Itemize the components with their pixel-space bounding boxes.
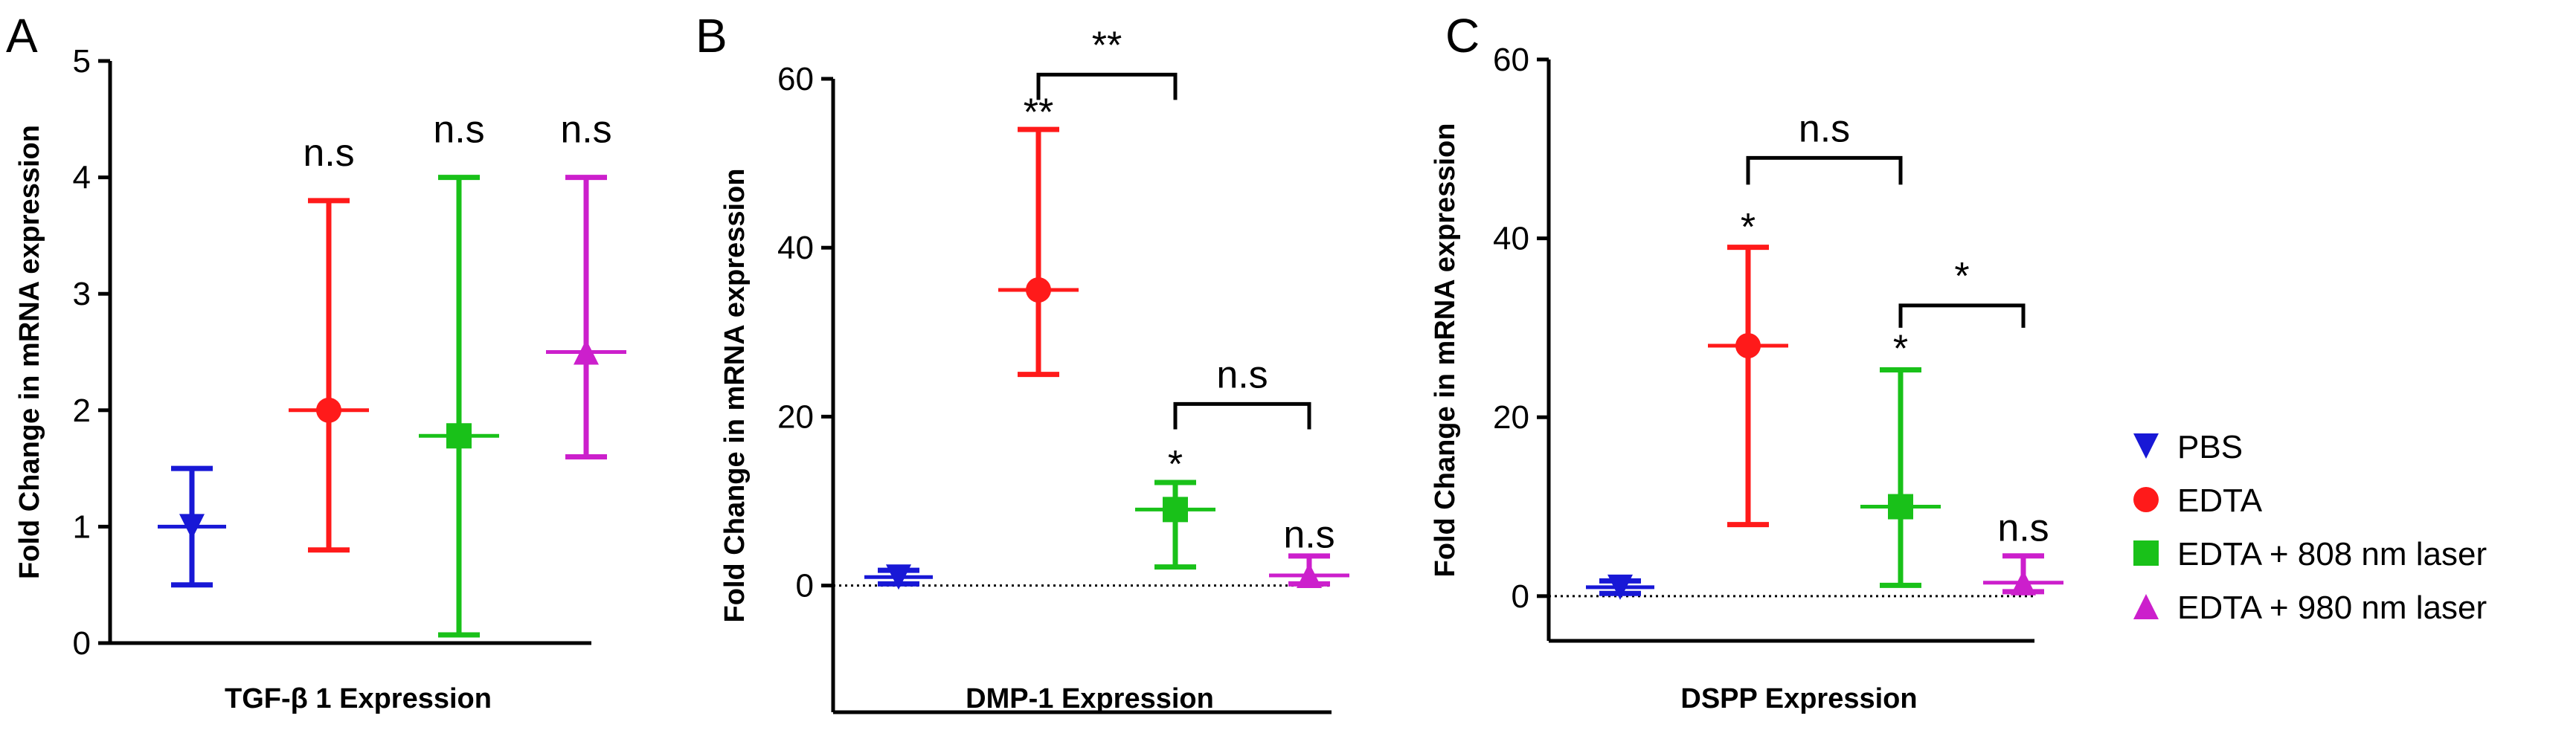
y-tick-label: 1 [73, 509, 91, 545]
panel-b: B 0 20 40 60 Fold Change in mRNA expression DM… [696, 9, 1349, 714]
mean-marker [1607, 574, 1633, 600]
data-point-pbs [158, 465, 226, 588]
data-point-edta-980-nm-laser [1269, 553, 1349, 588]
mean-marker [1026, 277, 1051, 303]
y-tick-label: 40 [777, 230, 814, 266]
significance-label: n.s [303, 132, 354, 175]
y-tick-label: 0 [1512, 578, 1529, 615]
mean-marker [1297, 562, 1322, 588]
data-point-edta-808-nm-laser [1860, 367, 1941, 588]
data-point-edta-808-nm-laser [1135, 480, 1215, 570]
data-point-pbs [1586, 574, 1654, 600]
legend-label: EDTA [2177, 482, 2263, 519]
data-point-edta [289, 198, 369, 553]
y-tick-label: 5 [73, 43, 91, 80]
legend-marker [2133, 487, 2159, 512]
x-axis-label: DMP-1 Expression [966, 683, 1214, 714]
mean-marker [316, 397, 341, 423]
comparison-bracket [1746, 155, 1903, 185]
y-tick-label: 20 [777, 398, 814, 435]
legend-item: PBS [2133, 429, 2243, 465]
significance-label: n.s [433, 109, 484, 152]
y-tick-label: 0 [73, 625, 91, 662]
legend-marker [2133, 433, 2159, 459]
legend-item: EDTA + 980 nm laser [2133, 590, 2487, 626]
comparison-label: n.s [1216, 353, 1268, 396]
legend-label: EDTA + 980 nm laser [2177, 590, 2487, 626]
significance-label: * [1741, 206, 1756, 249]
significance-label: * [1168, 443, 1183, 486]
y-axis-label: Fold Change in mRNA expression [14, 125, 45, 579]
mean-marker [1163, 497, 1188, 523]
mean-marker [1735, 332, 1761, 358]
significance-label: n.s [1283, 513, 1334, 556]
y-tick-label: 20 [1493, 399, 1529, 436]
legend-label: PBS [2177, 429, 2243, 465]
mean-marker [1888, 494, 1913, 520]
comparison-label: * [1954, 255, 1969, 298]
mean-marker [179, 514, 205, 540]
comparison-bracket [1036, 72, 1178, 100]
panel-letter: B [696, 9, 727, 62]
y-tick-label: 60 [1493, 42, 1529, 78]
comparison-bracket [1898, 303, 2026, 328]
mean-marker [886, 564, 911, 590]
significance-label: n.s [560, 109, 611, 152]
y-tick-label: 0 [796, 568, 814, 604]
comparison-label: ** [1092, 24, 1122, 67]
legend-item: EDTA + 808 nm laser [2133, 536, 2487, 572]
data-point-edta-980-nm-laser [1983, 553, 2063, 595]
x-axis-label: TGF-β 1 Expression [225, 683, 492, 714]
comparison-bracket [1173, 401, 1311, 430]
y-axis-label: Fold Change in mRNA expression [1430, 123, 1461, 578]
data-point-edta [1708, 245, 1788, 528]
legend-marker [2133, 540, 2159, 566]
y-tick-label: 4 [73, 160, 91, 196]
y-tick-label: 3 [73, 276, 91, 312]
data-point-pbs [864, 564, 933, 590]
mean-marker [574, 339, 599, 365]
legend: PBS EDTA EDTA + 808 nm laser EDTA + 980 nm … [2133, 429, 2487, 626]
data-point-edta-808-nm-laser [419, 175, 499, 638]
panel-letter: C [1445, 9, 1480, 62]
significance-label: * [1893, 328, 1908, 371]
y-axis-label: Fold Change in mRNA expression [719, 169, 751, 623]
y-tick-label: 40 [1493, 221, 1529, 257]
data-point-edta-980-nm-laser [546, 175, 626, 459]
y-tick-label: 2 [73, 393, 91, 429]
legend-marker [2133, 594, 2159, 619]
y-tick-label: 60 [777, 61, 814, 97]
mean-marker [446, 423, 472, 449]
panel-a: A 0 1 2 3 4 5 Fold Change in mRNA expression TGF… [6, 9, 626, 714]
comparison-label: n.s [1799, 107, 1850, 150]
legend-label: EDTA + 808 nm laser [2177, 536, 2487, 572]
data-point-edta [998, 126, 1079, 378]
x-axis-label: DSPP Expression [1680, 683, 1917, 714]
legend-item: EDTA [2133, 482, 2263, 519]
panel-letter: A [6, 9, 38, 62]
panel-c: C 0 20 40 60 Fold Change in mRNA expression DS… [1430, 9, 2063, 714]
mean-marker [2011, 569, 2036, 595]
significance-label: n.s [1997, 506, 2049, 549]
